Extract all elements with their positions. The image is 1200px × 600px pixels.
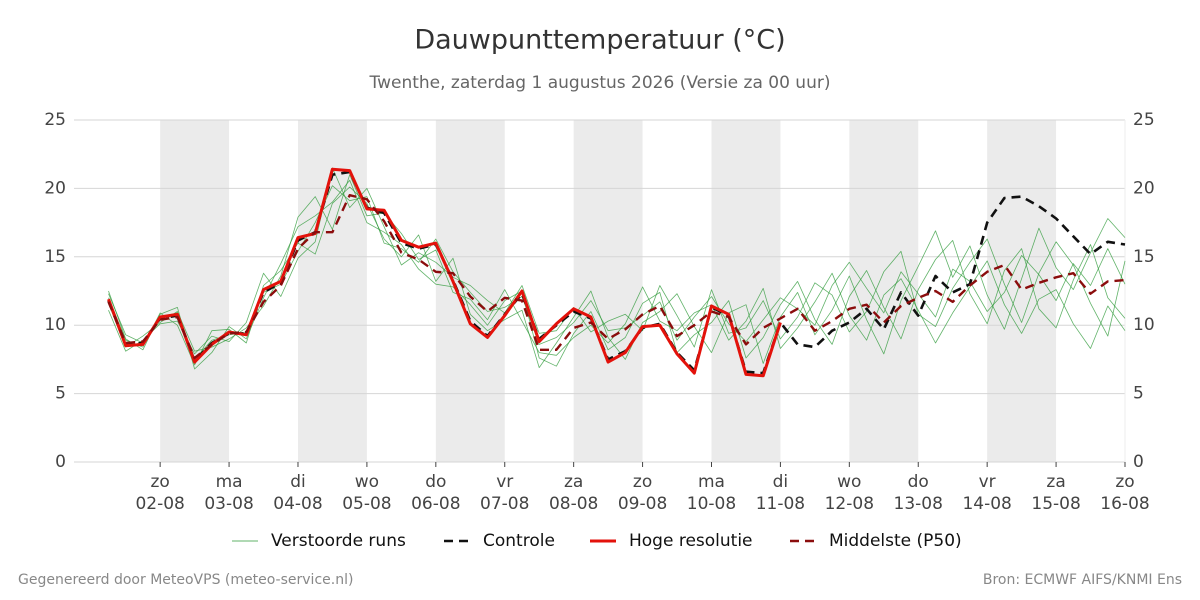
x-tick-date: 14-08 <box>962 494 1011 514</box>
legend-label: Controle <box>483 531 555 551</box>
chart-title: Dauwpunttemperatuur (°C) <box>414 25 785 56</box>
x-tick-date: 11-08 <box>756 494 805 514</box>
x-tick-label: za <box>564 472 583 492</box>
x-tick-label: vr <box>979 472 996 492</box>
x-tick-date: 12-08 <box>825 494 874 514</box>
x-tick-label: vr <box>496 472 513 492</box>
y2-tick-label: 20 <box>1133 178 1155 198</box>
y2-tick-label: 25 <box>1133 110 1155 130</box>
x-tick-label: zo <box>1115 472 1134 492</box>
series-line <box>107 194 1126 360</box>
legend-label: Hoge resolutie <box>629 531 753 551</box>
x-tick-label: do <box>908 472 929 492</box>
x-tick-date: 13-08 <box>894 494 943 514</box>
x-tick-date: 10-08 <box>687 494 736 514</box>
series-line <box>107 170 1126 375</box>
x-tick-date: 03-08 <box>204 494 253 514</box>
x-tick-date: 15-08 <box>1031 494 1080 514</box>
x-tick-label: wo <box>355 472 379 492</box>
day-band <box>849 120 919 462</box>
x-tick-date: 16-08 <box>1100 494 1149 514</box>
ensemble-run <box>108 185 1126 360</box>
x-tick-label: ma <box>698 472 725 492</box>
legend-label: Middelste (P50) <box>829 531 962 551</box>
x-tick-date: 02-08 <box>135 494 184 514</box>
y2-tick-label: 5 <box>1133 384 1144 404</box>
footer-right: Bron: ECMWF AIFS/KNMI Ens <box>983 572 1182 588</box>
x-tick-label: za <box>1046 472 1065 492</box>
x-tick-date: 06-08 <box>411 494 460 514</box>
y-tick-label: 20 <box>44 178 66 198</box>
x-tick-label: wo <box>837 472 861 492</box>
day-band <box>573 120 643 462</box>
x-tick-date: 09-08 <box>618 494 667 514</box>
ensemble-run <box>108 186 1126 368</box>
x-tick-date: 08-08 <box>549 494 598 514</box>
x-tick-date: 05-08 <box>342 494 391 514</box>
legend-label: Verstoorde runs <box>271 531 406 551</box>
chart-subtitle: Twenthe, zaterdag 1 augustus 2026 (Versi… <box>369 73 831 93</box>
y2-tick-label: 10 <box>1133 315 1155 335</box>
x-tick-label: di <box>773 472 789 492</box>
x-tick-label: ma <box>216 472 243 492</box>
y-tick-label: 25 <box>44 110 66 130</box>
ensemble-run <box>108 179 1126 370</box>
day-band <box>711 120 781 462</box>
day-band <box>160 120 230 462</box>
y-tick-label: 15 <box>44 247 66 267</box>
shading <box>160 120 1057 462</box>
y2-tick-label: 0 <box>1133 452 1144 472</box>
x-tick-label: do <box>425 472 446 492</box>
y-tick-label: 0 <box>55 452 66 472</box>
y-tick-label: 10 <box>44 315 66 335</box>
y-tick-label: 5 <box>55 384 66 404</box>
x-tick-label: di <box>290 472 306 492</box>
x-tick-date: 04-08 <box>273 494 322 514</box>
x-tick-label: zo <box>150 472 169 492</box>
footer-left: Gegenereerd door MeteoVPS (meteo-service… <box>18 572 353 588</box>
day-band <box>435 120 505 462</box>
x-tick-label: zo <box>633 472 652 492</box>
x-tick-date: 07-08 <box>480 494 529 514</box>
ensemble-run <box>108 167 1126 355</box>
y2-tick-label: 15 <box>1133 247 1155 267</box>
